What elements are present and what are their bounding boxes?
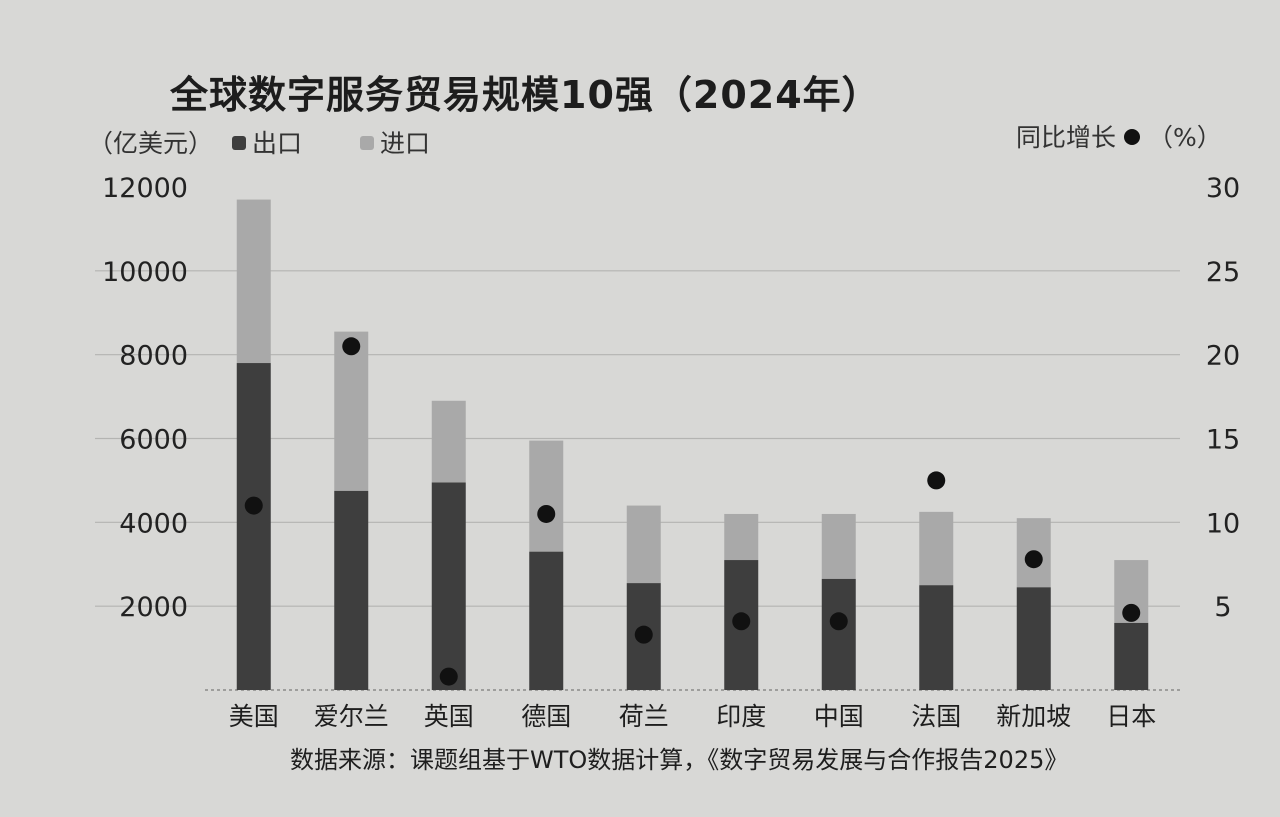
growth-point xyxy=(439,667,458,686)
import-bar xyxy=(431,400,466,483)
left-tick-label: 12000 xyxy=(102,173,188,204)
category-label: 荷兰 xyxy=(619,702,669,731)
category-label: 新加坡 xyxy=(996,702,1071,731)
export-bar xyxy=(821,578,856,690)
growth-legend-dot xyxy=(1124,129,1141,145)
category-label: 爱尔兰 xyxy=(314,702,389,731)
import-bar xyxy=(334,331,369,491)
category-label: 印度 xyxy=(716,702,766,731)
left-tick-label: 6000 xyxy=(119,425,188,456)
export-bar xyxy=(529,551,564,690)
right-axis-title: 同比增长 xyxy=(1016,123,1117,152)
export-bar xyxy=(334,490,369,690)
import-bar xyxy=(236,199,271,364)
right-tick-label: 30 xyxy=(1206,173,1240,204)
growth-point xyxy=(342,337,361,356)
growth-point xyxy=(634,625,653,644)
import-bar xyxy=(529,440,564,552)
left-tick-label: 10000 xyxy=(102,257,188,288)
category-label: 中国 xyxy=(814,702,864,731)
category-label: 英国 xyxy=(424,702,474,731)
source-note: 数据来源：课题组基于WTO数据计算，《数字贸易发展与合作报告2025》 xyxy=(290,746,1069,774)
left-tick-label: 8000 xyxy=(119,341,188,372)
export-bar xyxy=(1114,622,1149,690)
legend-import: 进口 xyxy=(360,124,430,160)
right-tick-label: 25 xyxy=(1206,257,1240,288)
legend-import-swatch xyxy=(360,136,374,150)
growth-point xyxy=(537,504,556,523)
import-bar xyxy=(626,505,661,584)
legend-export-swatch xyxy=(232,136,246,150)
category-label: 日本 xyxy=(1106,702,1156,731)
category-label: 德国 xyxy=(521,702,571,731)
growth-point xyxy=(829,612,848,631)
right-tick-label: 20 xyxy=(1206,341,1240,372)
legend-export: 出口 xyxy=(232,124,302,160)
left-tick-label: 2000 xyxy=(119,592,188,623)
growth-point xyxy=(732,612,751,631)
left-axis-unit: （亿美元） xyxy=(88,129,214,158)
export-bar xyxy=(919,585,954,690)
export-bar xyxy=(431,482,466,690)
left-tick-label: 4000 xyxy=(119,508,188,539)
right-tick-label: 10 xyxy=(1206,508,1240,539)
category-label: 美国 xyxy=(229,702,279,731)
category-label: 法国 xyxy=(911,702,961,731)
chart-title: 全球数字服务贸易规模10强（2024年） xyxy=(170,73,881,117)
growth-point xyxy=(927,471,946,490)
right-axis-unit: （%） xyxy=(1148,123,1222,152)
right-tick-label: 15 xyxy=(1206,425,1240,456)
growth-point xyxy=(1024,550,1043,569)
legend-import-label: 进口 xyxy=(380,129,431,158)
export-bar xyxy=(236,363,271,690)
import-bar xyxy=(821,513,856,579)
export-bar xyxy=(1016,587,1051,690)
import-bar xyxy=(919,511,954,586)
right-tick-label: 5 xyxy=(1214,592,1231,623)
import-bar xyxy=(724,513,759,561)
right-axis-label: 同比增长 （%） xyxy=(1016,118,1222,154)
legend-export-label: 出口 xyxy=(252,129,303,158)
growth-point xyxy=(1122,603,1141,622)
growth-point xyxy=(244,496,263,515)
